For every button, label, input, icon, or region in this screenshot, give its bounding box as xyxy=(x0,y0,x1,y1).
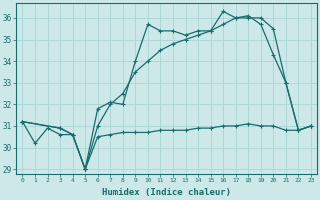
X-axis label: Humidex (Indice chaleur): Humidex (Indice chaleur) xyxy=(102,188,231,197)
